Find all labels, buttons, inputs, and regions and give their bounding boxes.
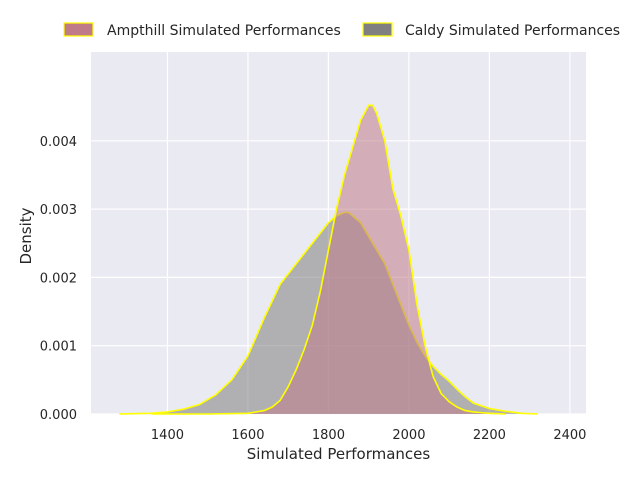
tick-labels: 1400 1600 1800 2000 2200 2400 0.000 0.001 0.002 0… [40,135,587,443]
legend-swatch-caldy [362,22,393,37]
x-tick-label: 2400 [553,428,586,443]
x-tick-label: 1400 [151,428,184,443]
y-tick-label: 0.004 [40,135,77,150]
density-line-ampthill [151,104,506,415]
legend-label-ampthill: Ampthill Simulated Performances [107,23,341,39]
x-axis-label: Simulated Performances [247,445,431,463]
x-tick-label: 2200 [473,428,506,443]
y-tick-label: 0.000 [40,408,77,423]
y-tick-label: 0.001 [40,340,77,355]
legend-label-caldy: Caldy Simulated Performances [405,23,620,39]
x-tick-label: 2000 [392,428,425,443]
y-tick-label: 0.003 [40,203,77,218]
x-tick-label: 1600 [231,428,264,443]
y-tick-label: 0.002 [40,271,77,286]
legend: Ampthill Simulated Performances Caldy Si… [63,22,620,39]
x-tick-label: 1800 [312,428,345,443]
legend-swatch-ampthill [63,22,94,37]
density-areas [119,104,538,415]
y-axis-label: Density [17,207,35,264]
density-area-ampthill [151,105,506,414]
